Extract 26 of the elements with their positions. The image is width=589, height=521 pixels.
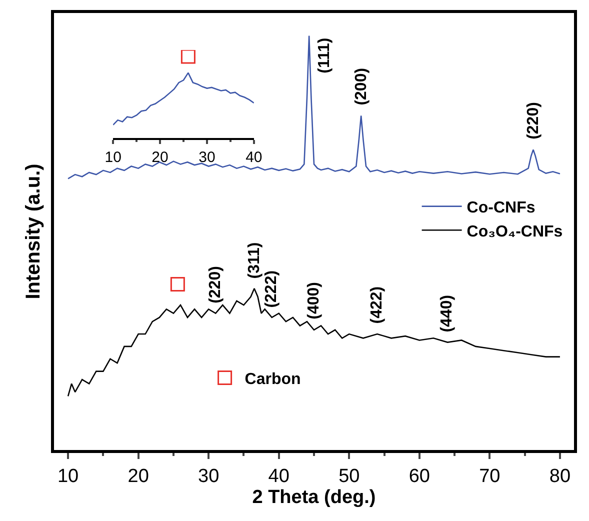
x-axis-title: 2 Theta (deg.)	[252, 486, 376, 508]
x-tick-label: 40	[268, 466, 290, 487]
annotation: (111)	[316, 38, 333, 74]
annotation: (220)	[525, 102, 542, 140]
y-axis-title: Intensity (a.u.)	[22, 164, 44, 300]
annotation: (220)	[206, 266, 224, 304]
x-tick-label: 40	[246, 148, 262, 166]
x-tick-label: 70	[479, 466, 500, 487]
legend-label: Carbon	[244, 371, 301, 388]
annotation: (400)	[306, 282, 323, 320]
x-tick-label: 10	[104, 148, 122, 166]
annotation: (422)	[368, 286, 386, 324]
x-tick-label: 50	[338, 466, 360, 487]
legend-label: Co₃O₄-CNFs	[466, 223, 563, 240]
x-tick-label: 20	[128, 466, 149, 487]
x-tick-label: 10	[57, 466, 79, 487]
annotation: (222)	[262, 270, 280, 308]
annotation: (440)	[438, 294, 456, 332]
legend-label: Co-CNFs	[466, 200, 536, 217]
annotation: (311)	[246, 242, 263, 279]
x-tick-label: 80	[549, 466, 571, 487]
x-tick-label: 20	[152, 148, 168, 166]
x-tick-label: 30	[198, 466, 220, 487]
x-tick-label: 30	[198, 148, 216, 166]
annotation: (200)	[352, 68, 370, 106]
x-tick-label: 60	[408, 466, 430, 487]
